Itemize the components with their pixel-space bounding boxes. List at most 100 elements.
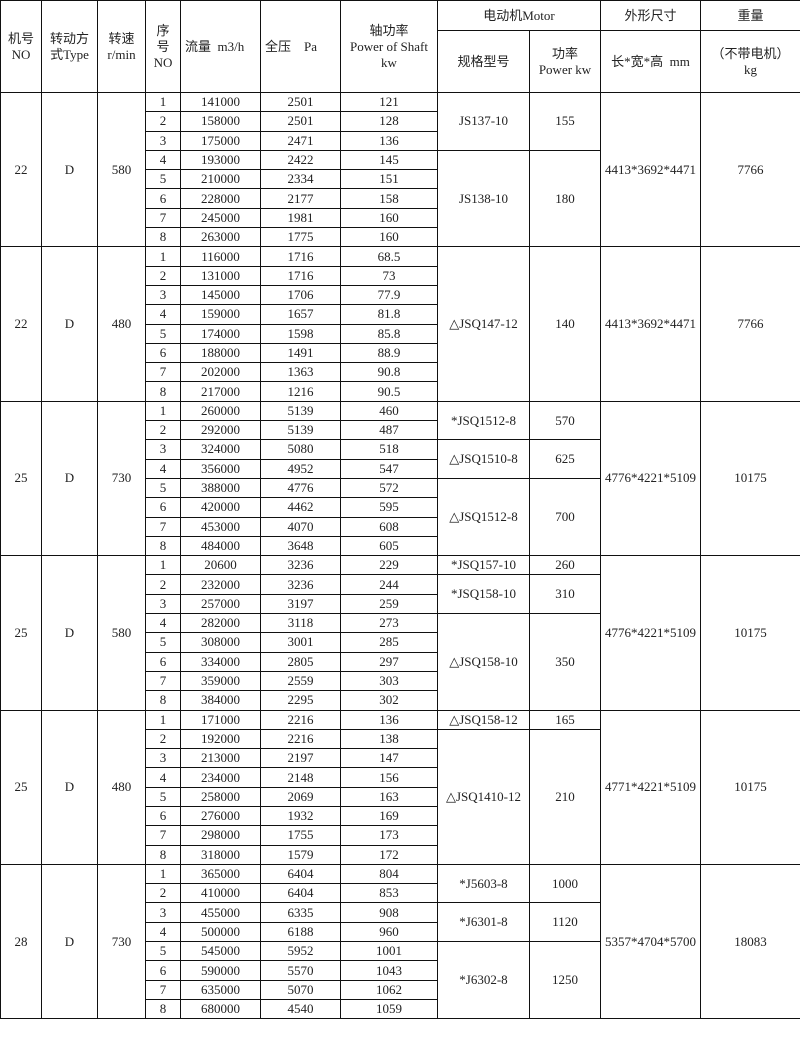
header-dimensions: 外形尺寸 [600,0,702,31]
dimensions-cell: 4776*4221*5109 [600,555,702,711]
flow-cell: 453000 [180,516,261,537]
shaft-power-cell: 1043 [340,960,438,981]
table-row: 28 D 730 1 365000 6404 804 *J5603-8 1000 5357*470… [0,863,800,1020]
seq-cell: 4 [145,767,181,788]
machine-no-cell: 28 [0,863,42,1020]
seq-cell: 3 [145,130,181,151]
flow-cell: 680000 [180,998,261,1020]
seq-cell: 2 [145,265,181,286]
seq-cell: 5 [145,477,181,499]
motor-model-cell: *JSQ157-10 [437,555,530,576]
flow-cell: 455000 [180,902,261,923]
pressure-cell: 1363 [260,362,341,383]
shaft-power-cell: 163 [340,786,438,807]
pressure-cell: 1716 [260,246,341,267]
shaft-power-cell: 518 [340,439,438,460]
flow-cell: 257000 [180,593,261,615]
pressure-cell: 3118 [260,613,341,634]
shaft-power-cell: 572 [340,477,438,499]
speed-cell: 730 [97,400,146,557]
pressure-cell: 5139 [260,400,341,422]
table-row: 5 545000 5952 1001 *J6302-8 1250 [1,941,800,1020]
shaft-power-cell: 85.8 [340,323,438,344]
speed-cell: 480 [97,246,146,402]
table-row: 4 282000 3118 273 △JSQ158-10 350 [1,613,800,711]
table-row: 6 188000 1491 88.9 [1,342,800,364]
table-row: 4 500000 6188 960 [1,921,800,943]
motor-model-cell: JS137-10 [437,92,530,151]
weight-cell: 10175 [700,555,800,711]
seq-cell: 7 [145,979,181,1000]
seq-cell: 5 [145,786,181,807]
flow-cell: 359000 [180,670,261,692]
pressure-cell: 6404 [260,863,341,885]
header-motor: 电动机Motor [436,0,602,31]
pressure-cell: 1598 [260,323,341,344]
motor-model-cell: JS138-10 [437,149,530,248]
motor-model-cell: △JSQ1512-8 [437,477,530,557]
motor-model-cell: △JSQ1410-12 [437,728,530,865]
drive-type-cell: D [41,400,98,557]
shaft-power-cell: 151 [340,169,438,190]
pressure-cell: 3197 [260,593,341,615]
pressure-cell: 2422 [260,149,341,171]
flow-cell: 158000 [180,111,261,132]
pressure-cell: 1491 [260,342,341,364]
seq-cell: 4 [145,149,181,171]
shaft-power-cell: 136 [340,709,438,730]
table-row: 7 245000 1981 160 [1,207,800,229]
weight-cell: 18083 [700,863,800,1020]
shaft-power-cell: 128 [340,111,438,132]
pressure-cell: 1755 [260,825,341,846]
machine-no-cell: 25 [0,709,42,865]
seq-cell: 6 [145,497,181,518]
pressure-cell: 4070 [260,516,341,537]
motor-power-cell: 1000 [528,863,602,904]
table-row: 7 202000 1363 90.8 [1,362,800,383]
seq-cell: 3 [145,748,181,769]
shaft-power-cell: 81.8 [340,304,438,325]
flow-cell: 276000 [180,805,261,827]
flow-cell: 410000 [180,883,261,904]
seq-cell: 7 [145,670,181,692]
flow-cell: 260000 [180,400,261,422]
motor-power-cell: 350 [528,613,602,711]
shaft-power-cell: 229 [340,555,438,576]
shaft-power-cell: 145 [340,149,438,171]
motor-model-cell: *JSQ1512-8 [437,400,530,441]
shaft-power-cell: 1001 [340,941,438,962]
table-row: 8 263000 1775 160 [1,227,800,248]
pressure-cell: 4776 [260,477,341,499]
drive-type-cell: D [41,91,98,248]
machine-no-cell: 22 [0,91,42,248]
motor-power-cell: 700 [528,477,602,557]
motor-model-cell: *JSQ158-10 [437,574,530,615]
weight-cell: 7766 [700,91,800,248]
pressure-cell: 5952 [260,941,341,962]
shaft-power-cell: 156 [340,767,438,788]
table-row: 8 318000 1579 172 [1,844,800,865]
pressure-cell: 5070 [260,979,341,1000]
seq-cell: 6 [145,960,181,981]
seq-cell: 3 [145,593,181,615]
motor-power-cell: 165 [528,709,602,730]
pressure-cell: 4952 [260,458,341,479]
dimensions-cell: 4776*4221*5109 [600,400,702,557]
seq-cell: 1 [145,246,181,267]
shaft-power-cell: 259 [340,593,438,615]
header-flow: 流量 m3/h [180,0,261,93]
pressure-cell: 2501 [260,91,341,113]
flow-cell: 131000 [180,265,261,286]
seq-cell: 7 [145,825,181,846]
pressure-cell: 2216 [260,728,341,750]
table-row: 8 217000 1216 90.5 [1,381,800,402]
header-pressure: 全压 Pa [260,0,341,93]
table-row: 7 359000 2559 303 [1,670,800,692]
shaft-power-cell: 136 [340,130,438,151]
shaft-power-cell: 73 [340,265,438,286]
header-seq: 序 号 NO [145,0,181,93]
header-motor-model: 规格型号 [437,30,530,93]
seq-cell: 8 [145,690,181,711]
flow-cell: 116000 [180,246,261,267]
drive-type-cell: D [41,709,98,865]
